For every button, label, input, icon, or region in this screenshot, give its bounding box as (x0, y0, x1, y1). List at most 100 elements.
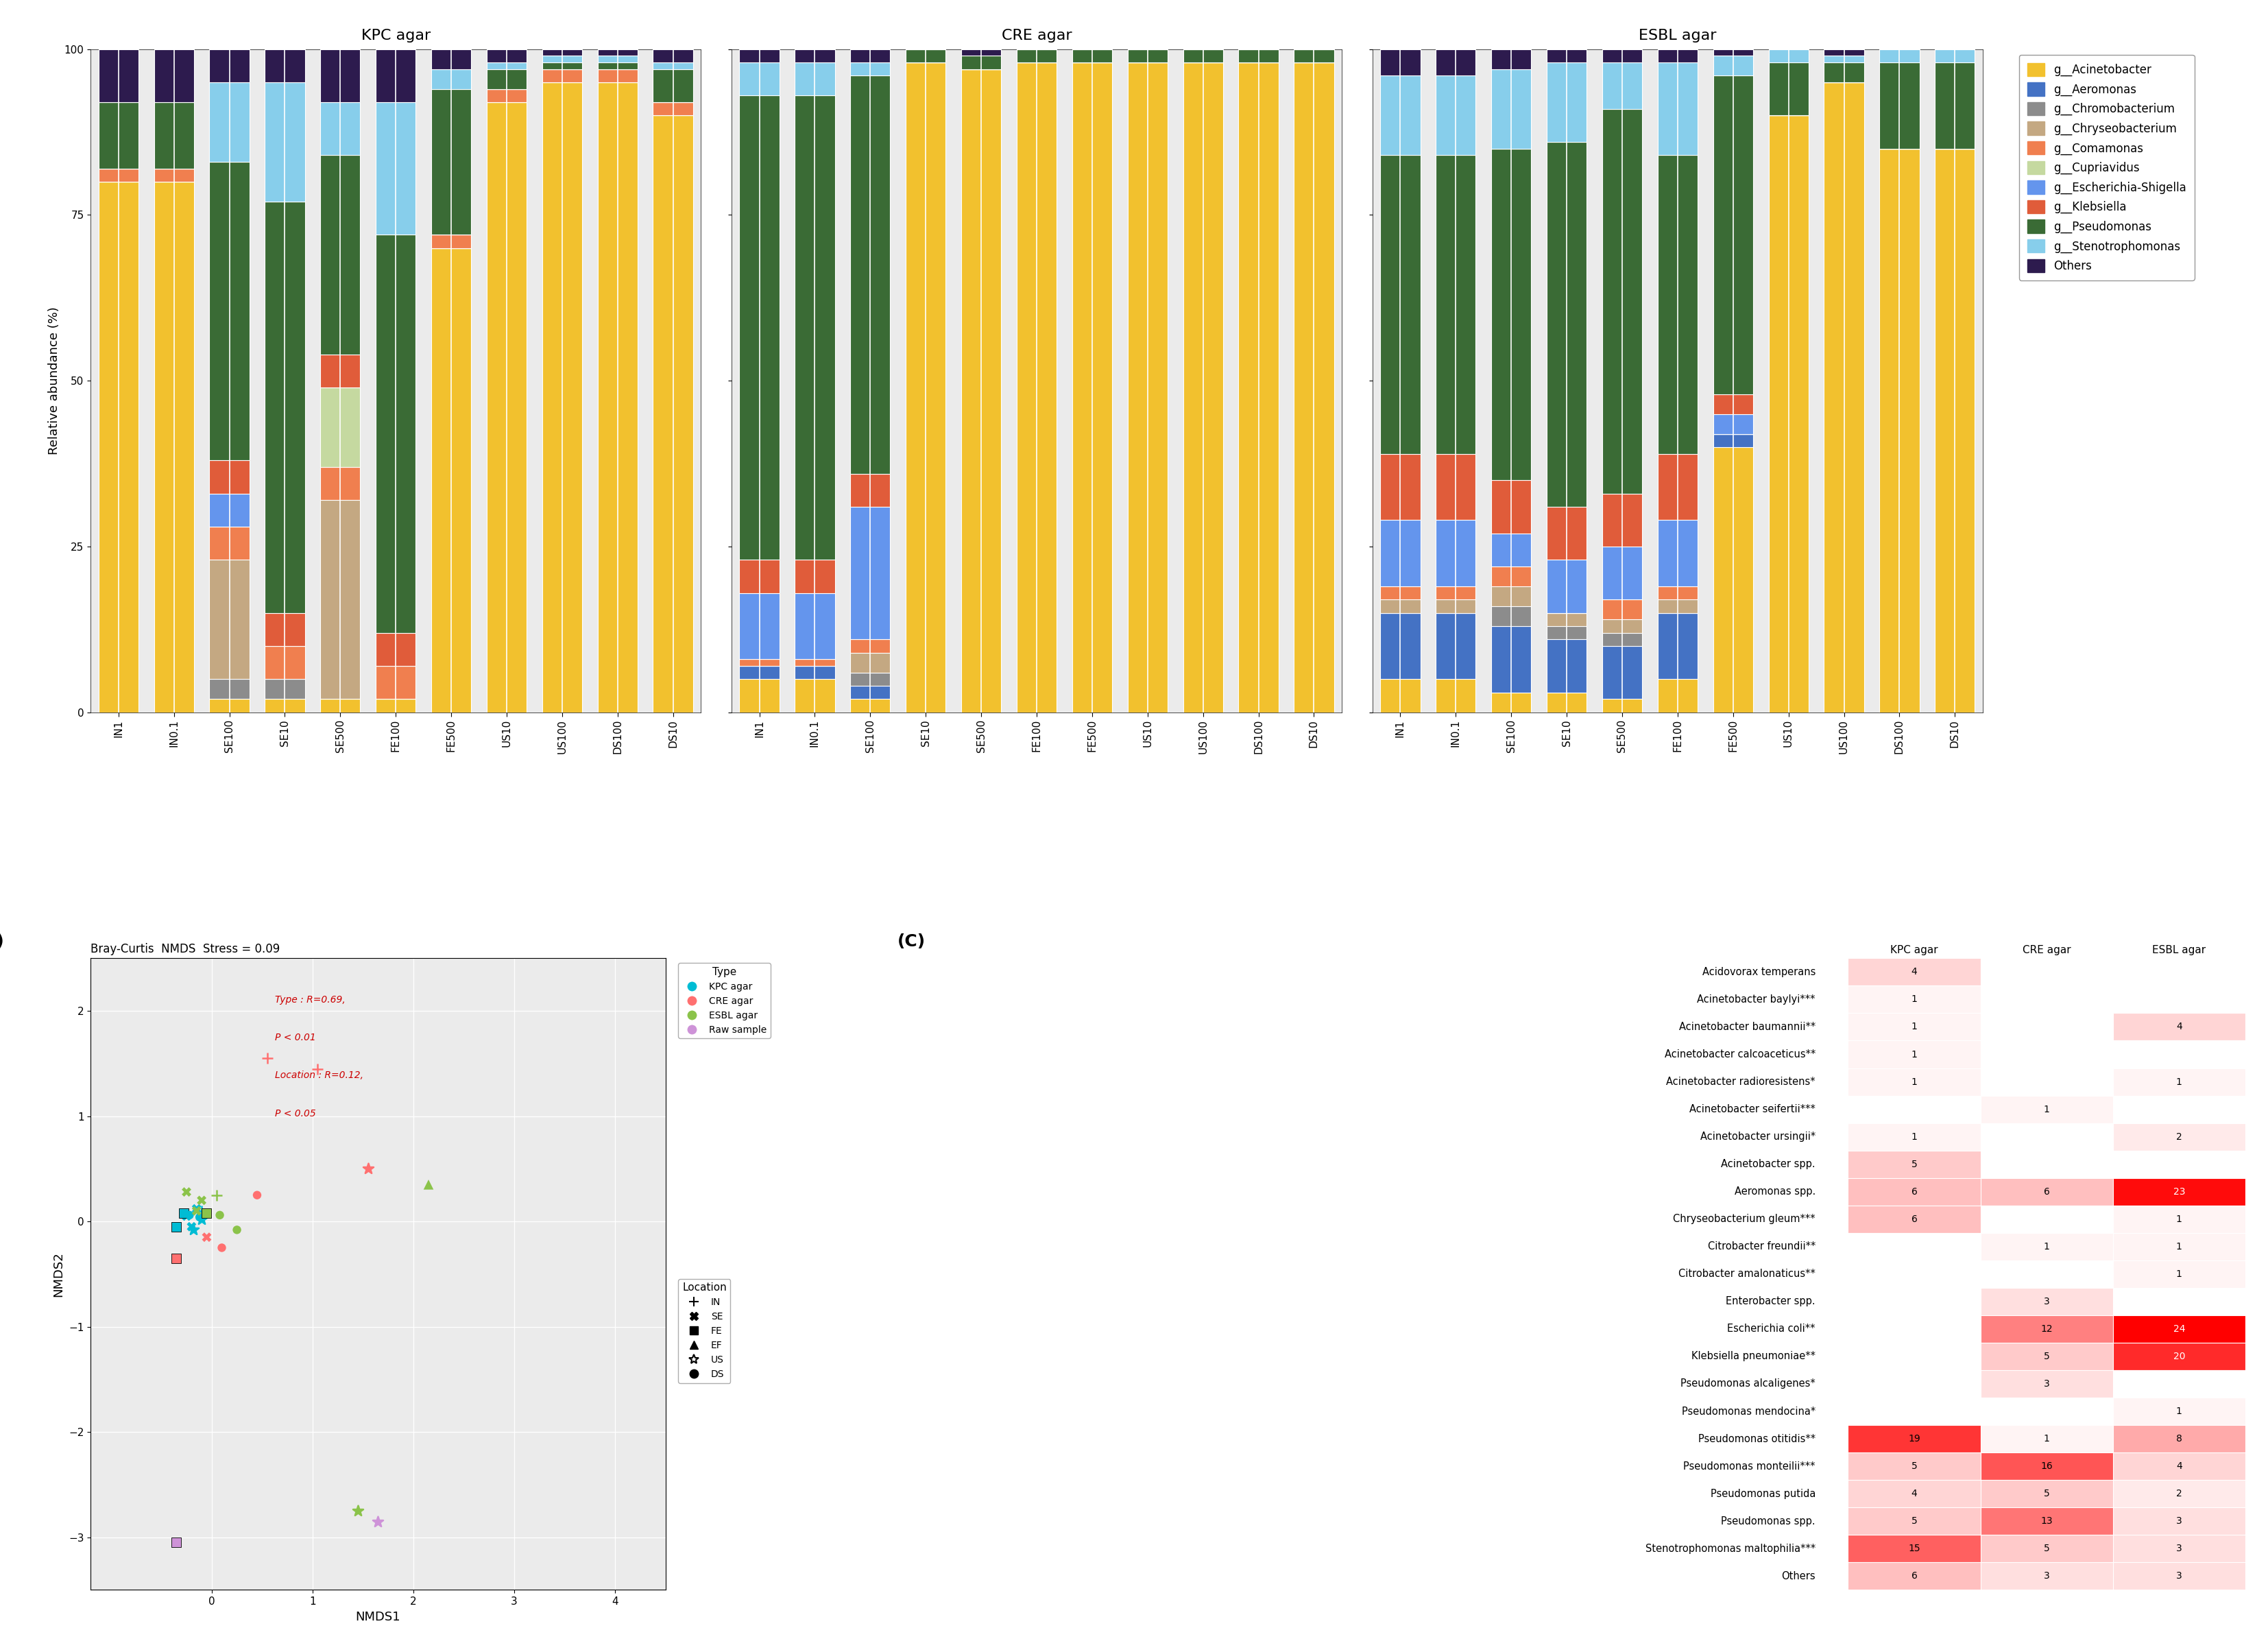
Bar (794, 679, 835, 713)
Bar (1658, 679, 1696, 713)
Bar (1127, 62, 1168, 713)
Bar (1601, 49, 1642, 62)
Bar (320, 156, 361, 354)
Text: Location : R=0.12,: Location : R=0.12, (274, 1070, 363, 1080)
Bar (209, 162, 249, 461)
Bar (739, 659, 780, 665)
Point (218, 1216, 254, 1242)
Bar (1769, 115, 1808, 713)
Bar (851, 49, 891, 62)
Text: Citrobacter freundii**: Citrobacter freundii** (1708, 1241, 1814, 1252)
Bar (1073, 62, 1111, 713)
Bar (488, 49, 526, 62)
Text: (C): (C) (898, 933, 925, 949)
Bar (1492, 587, 1531, 606)
Title: CRE agar: CRE agar (1002, 28, 1073, 43)
Bar (962, 69, 1000, 713)
Bar (851, 685, 891, 698)
Bar (1547, 561, 1588, 613)
Point (188, 1224, 225, 1251)
Point (181, 1205, 218, 1231)
Bar (739, 95, 780, 561)
Bar (1823, 82, 1864, 713)
Point (200, 1182, 236, 1208)
Bar (794, 593, 835, 659)
Bar (1848, 1398, 1980, 1424)
Point (179, 1196, 215, 1223)
Bar (739, 62, 780, 95)
Point (184, 1198, 220, 1224)
Bar (2114, 985, 2245, 1013)
Text: 2: 2 (2175, 1488, 2182, 1498)
Bar (431, 89, 472, 234)
Bar (2114, 959, 2245, 985)
Point (172, 1201, 209, 1228)
Point (188, 1200, 225, 1226)
Title: KPC agar: KPC agar (1889, 946, 1939, 956)
Text: 4: 4 (2175, 1023, 2182, 1031)
Bar (1935, 62, 1975, 149)
Bar (851, 474, 891, 506)
Point (299, 1056, 336, 1082)
Bar (1848, 1480, 1980, 1508)
Bar (653, 49, 694, 62)
Bar (905, 62, 946, 713)
Point (349, 1155, 386, 1182)
Bar (1980, 1233, 2114, 1260)
Bar (1658, 62, 1696, 156)
Bar (209, 698, 249, 713)
Point (184, 1187, 220, 1213)
Text: 8: 8 (2175, 1434, 2182, 1444)
Bar (851, 62, 891, 75)
Bar (320, 698, 361, 713)
Text: 1: 1 (2175, 1242, 2182, 1252)
Text: Klebsiella pneumoniae**: Klebsiella pneumoniae** (1692, 1351, 1814, 1362)
Text: 12: 12 (2041, 1324, 2053, 1334)
Bar (1823, 56, 1864, 62)
Bar (1980, 1151, 2114, 1178)
Bar (1880, 149, 1919, 713)
Point (166, 1200, 202, 1226)
Bar (2114, 1123, 2245, 1151)
Bar (2114, 1260, 2245, 1288)
Point (168, 1178, 204, 1205)
Text: 1: 1 (2043, 1242, 2050, 1252)
Bar (1547, 613, 1588, 626)
Bar (851, 652, 891, 672)
Text: (B): (B) (0, 933, 5, 949)
Bar (209, 49, 249, 82)
Bar (653, 62, 694, 69)
Bar (1436, 679, 1476, 713)
Bar (739, 679, 780, 713)
Bar (265, 82, 304, 202)
Text: 5: 5 (1912, 1159, 1916, 1169)
Bar (431, 69, 472, 89)
Bar (1016, 49, 1057, 62)
Bar (1492, 69, 1531, 149)
Bar (209, 461, 249, 493)
Bar (1880, 49, 1919, 62)
Bar (488, 69, 526, 89)
Text: 4: 4 (2175, 1462, 2182, 1472)
Bar (1848, 1424, 1980, 1452)
Text: Pseudomonas otitidis**: Pseudomonas otitidis** (1699, 1434, 1814, 1444)
Bar (1601, 546, 1642, 600)
X-axis label: NMDS1: NMDS1 (356, 1611, 401, 1623)
Text: 4: 4 (1912, 967, 1916, 977)
Bar (1436, 156, 1476, 454)
Bar (2114, 1205, 2245, 1233)
Text: 1: 1 (1912, 995, 1916, 1005)
Bar (1848, 1288, 1980, 1314)
Bar (1295, 62, 1334, 713)
Text: Bray-Curtis  NMDS  Stress = 0.09: Bray-Curtis NMDS Stress = 0.09 (91, 942, 281, 956)
Bar (1547, 639, 1588, 692)
Bar (376, 102, 415, 234)
Text: Acinetobacter spp.: Acinetobacter spp. (1721, 1159, 1814, 1169)
Bar (154, 102, 193, 169)
Bar (2114, 1398, 2245, 1424)
Bar (1492, 692, 1531, 713)
Text: P < 0.05: P < 0.05 (274, 1108, 315, 1118)
Bar (851, 639, 891, 652)
Bar (1601, 620, 1642, 633)
Bar (1547, 692, 1588, 713)
